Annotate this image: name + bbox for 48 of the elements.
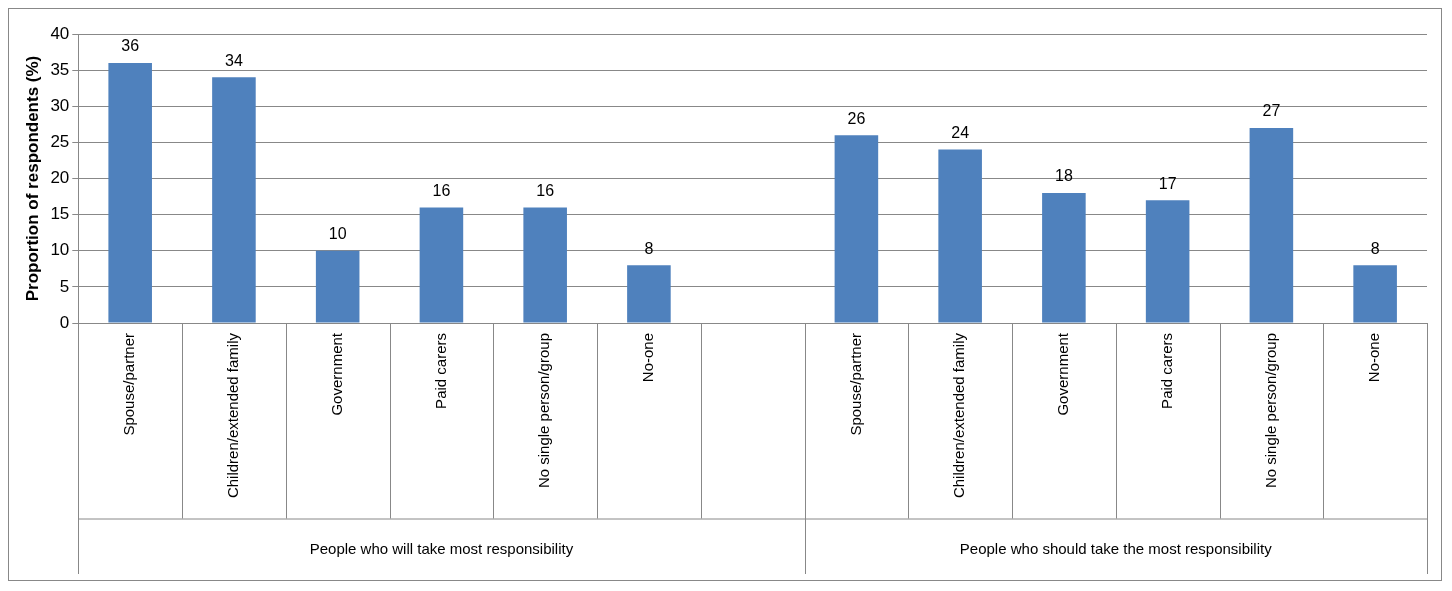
x-tick-label: No single person/group	[1261, 333, 1279, 489]
bar	[1249, 127, 1294, 323]
bar	[523, 207, 567, 323]
bar	[1145, 200, 1190, 323]
y-tick-label: 25	[50, 132, 70, 152]
x-tick-label: No single person/group	[535, 333, 553, 489]
bar	[315, 250, 360, 323]
x-tick-label: No-one	[639, 333, 657, 383]
data-label: 16	[432, 181, 451, 199]
x-tick-label: Spouse/partner	[846, 333, 864, 436]
y-tick-label: 20	[50, 168, 70, 188]
x-tick-label: Paid carers	[431, 333, 449, 409]
x-tick-label: Government	[1054, 332, 1072, 416]
y-tick-label: 30	[50, 95, 70, 115]
data-label: 34	[225, 51, 243, 69]
x-tick-label: Children/extended family	[224, 332, 242, 499]
text: People who should take the most responsibility	[959, 539, 1273, 557]
x-tick-label: Children/extended family	[950, 332, 968, 499]
x-tick-label: Paid carers	[1157, 333, 1175, 409]
bar	[1042, 192, 1086, 323]
data-label: 26	[847, 109, 866, 127]
bar	[938, 149, 982, 323]
data-label: 24	[951, 124, 970, 142]
data-label: 10	[328, 225, 347, 243]
data-label: 36	[121, 37, 140, 55]
y-tick-label: 0	[59, 312, 70, 332]
data-label: 17	[1158, 174, 1177, 192]
x-tick-label: No-one	[1365, 333, 1383, 383]
data-label: 18	[1054, 167, 1073, 185]
data-label: 8	[644, 239, 654, 257]
bar	[627, 265, 671, 323]
y-tick-label: 35	[50, 59, 70, 79]
text: People who will take most responsibility	[309, 539, 574, 557]
y-tick-label: 15	[50, 204, 70, 224]
data-label: 27	[1262, 102, 1281, 120]
y-axis-title: Proportion of respondents (%)	[22, 55, 42, 302]
bar	[1353, 265, 1397, 323]
bar	[419, 207, 464, 323]
bar	[212, 77, 256, 323]
data-label: 8	[1370, 239, 1380, 257]
bar	[108, 62, 152, 323]
y-tick-label: 10	[50, 240, 70, 260]
x-tick-label: Spouse/partner	[120, 333, 138, 436]
y-tick-label: 5	[59, 276, 70, 296]
data-label: 16	[536, 181, 555, 199]
bar	[834, 135, 879, 323]
y-tick-label: 40	[50, 23, 70, 43]
x-tick-label: Government	[327, 332, 345, 416]
